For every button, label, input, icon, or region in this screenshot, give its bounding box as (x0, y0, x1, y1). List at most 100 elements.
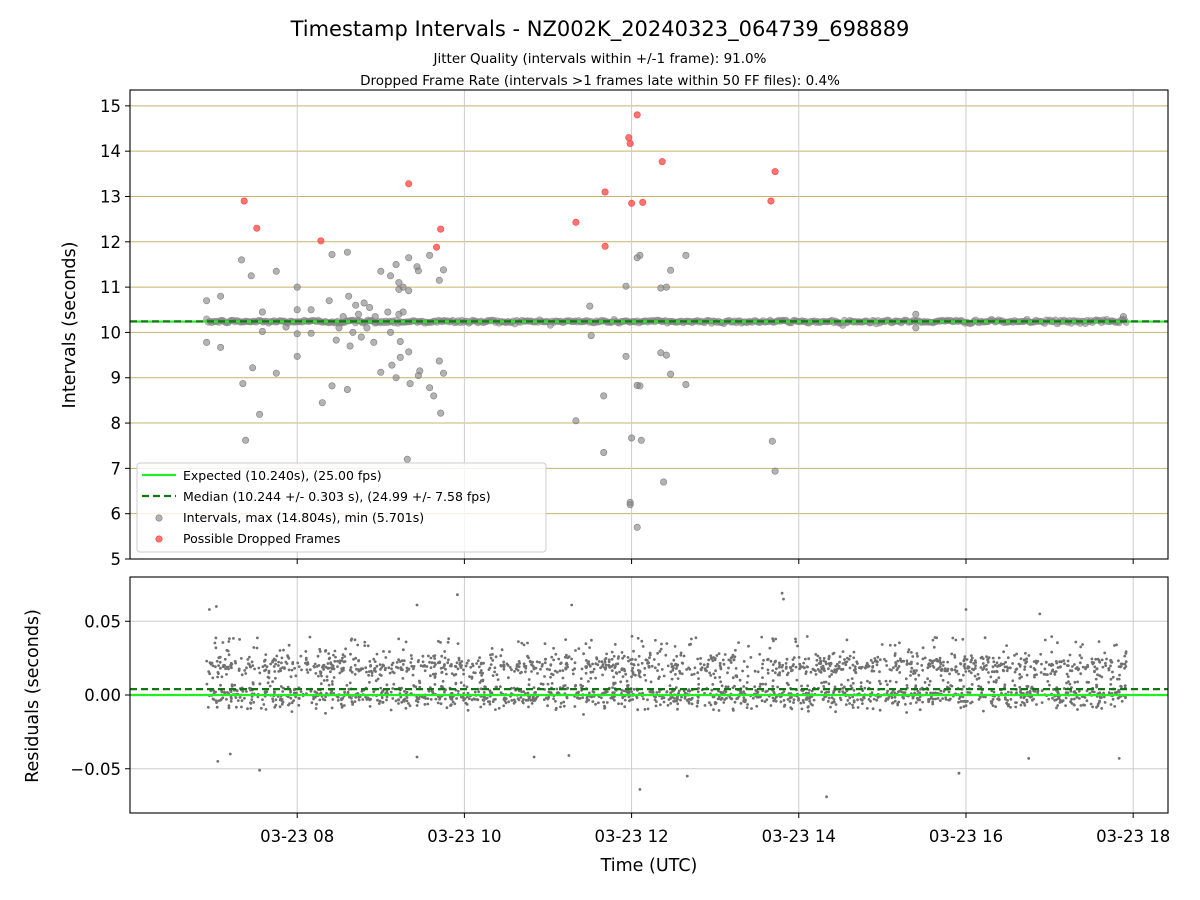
residual-point (637, 654, 641, 658)
residual-point (932, 666, 936, 669)
residual-point (630, 690, 633, 693)
residual-point (381, 700, 385, 704)
residual-point (620, 702, 624, 706)
residual-point (816, 668, 820, 671)
residual-point (634, 673, 637, 677)
residual-point (1080, 656, 1083, 660)
residual-point (1073, 680, 1077, 684)
residual-point (739, 702, 743, 705)
residual-point (649, 689, 653, 693)
residual-point (330, 667, 334, 671)
residual-point (906, 650, 910, 654)
residual-point (455, 697, 458, 700)
dropped-frame-point (628, 199, 636, 207)
residual-point (348, 695, 351, 699)
residual-point (229, 695, 233, 699)
residual-point (376, 698, 379, 702)
residual-point (974, 661, 978, 664)
residual-point (494, 708, 497, 711)
residual-point (1006, 690, 1010, 694)
residual-point (266, 675, 270, 679)
residual-point (931, 638, 935, 642)
residual-point (780, 665, 784, 669)
residual-point (353, 700, 357, 703)
residual-point (814, 673, 818, 676)
residual-point (646, 698, 649, 702)
residual-point (1056, 641, 1059, 645)
residual-point (905, 711, 908, 714)
residual-point (742, 696, 746, 699)
residual-point (666, 703, 670, 707)
residual-point (963, 699, 967, 703)
residual-point (445, 706, 449, 710)
residual-point (264, 708, 268, 711)
residual-point (263, 664, 267, 667)
residual-point (379, 668, 382, 671)
interval-point (637, 436, 645, 444)
residual-point (262, 703, 266, 706)
residual-point (412, 667, 415, 671)
residual-point (858, 666, 862, 669)
residual-point (844, 703, 848, 706)
residual-point (571, 668, 575, 672)
residual-point (1111, 697, 1115, 701)
residual-point (742, 690, 746, 693)
residual-point (395, 665, 398, 669)
residual-point (429, 666, 433, 670)
residual-point (727, 666, 730, 670)
residual-point (275, 654, 279, 658)
residual-point (391, 670, 395, 674)
residual-point (285, 662, 289, 665)
residual-point (1117, 690, 1121, 694)
residual-point (1072, 697, 1076, 701)
residual-point (758, 652, 762, 656)
residual-point (895, 668, 899, 672)
residual-point (330, 680, 334, 683)
residual-point (941, 678, 945, 682)
residual-point (780, 591, 784, 595)
interval-point (406, 380, 414, 388)
interval-point (386, 328, 394, 336)
residual-point (552, 658, 555, 662)
residual-point (389, 708, 393, 712)
residual-point (913, 691, 916, 695)
residual-point (1090, 660, 1094, 664)
residual-point (1053, 698, 1057, 702)
residual-point (963, 655, 967, 659)
residual-point (970, 683, 974, 686)
dropped-frame-point (317, 237, 325, 245)
residual-point (316, 654, 320, 658)
residual-point (318, 698, 322, 702)
residual-point (295, 691, 298, 695)
residual-point (950, 667, 953, 671)
residual-point (833, 700, 836, 704)
residual-point (530, 670, 533, 673)
residual-point (929, 691, 932, 695)
residual-point (1121, 662, 1124, 666)
residual-point (962, 673, 965, 677)
residual-point (1033, 673, 1036, 677)
residual-point (756, 670, 760, 674)
residual-point (712, 672, 716, 676)
residual-point (274, 703, 278, 707)
residual-point (687, 700, 691, 704)
residual-point (520, 690, 523, 694)
residual-point (653, 666, 657, 670)
residual-point (675, 664, 679, 668)
residual-point (531, 699, 535, 702)
residual-point (688, 667, 692, 671)
residual-point (723, 653, 727, 656)
residual-point (808, 697, 812, 700)
residual-point (299, 690, 303, 693)
residual-point (873, 657, 877, 660)
residual-point (1025, 673, 1029, 677)
residual-point (768, 646, 772, 650)
residual-point (832, 651, 836, 655)
residual-point (1043, 638, 1047, 642)
residual-point (766, 668, 770, 672)
residual-point (460, 664, 463, 667)
residual-point (827, 655, 831, 658)
residual-point (1117, 757, 1121, 760)
residual-point (953, 668, 957, 672)
residual-point (296, 661, 300, 665)
